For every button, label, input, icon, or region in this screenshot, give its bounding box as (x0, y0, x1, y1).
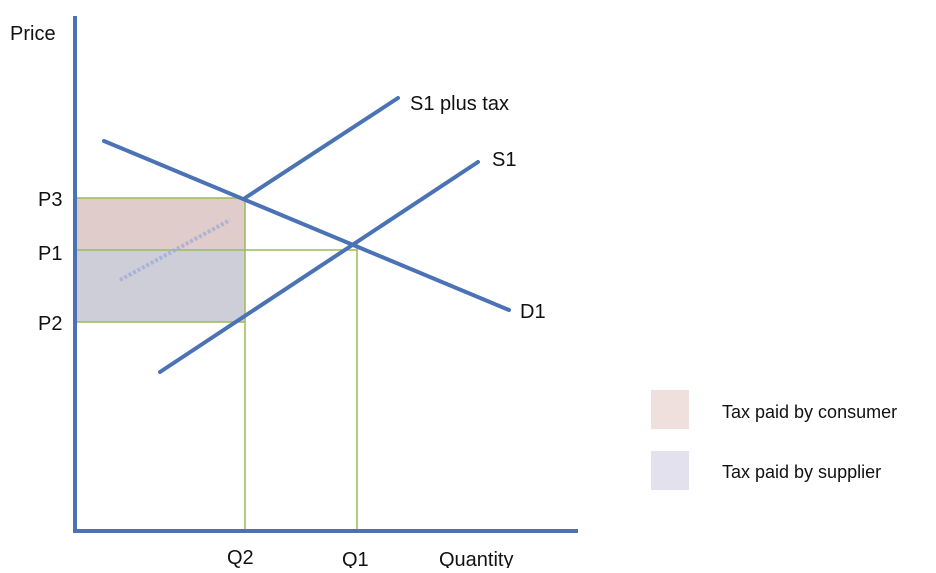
quantity-tick-q2: Q2 (227, 547, 254, 568)
y-axis-label: Price (10, 23, 56, 45)
price-tick-p2: P2 (38, 313, 62, 335)
legend-label-supplier: Tax paid by supplier (722, 462, 881, 482)
price-tick-p3: P3 (38, 189, 62, 211)
legend-label-consumer: Tax paid by consumer (722, 402, 897, 422)
price-tick-p1: P1 (38, 243, 62, 265)
supply-extension-dashed (119, 218, 231, 282)
supply-plus-tax-curve (243, 96, 400, 200)
supply-plus-tax-label: S1 plus tax (410, 93, 509, 115)
supply-curve-s1 (158, 160, 480, 374)
quantity-tick-q1: Q1 (342, 549, 369, 568)
demand-curve-d1 (102, 139, 511, 312)
consumer-tax-area (77, 198, 245, 250)
x-axis-label: Quantity (439, 549, 513, 568)
demand-d1-label: D1 (520, 301, 546, 323)
supplier-tax-area (77, 250, 245, 322)
legend: Tax paid by consumer Tax paid by supplie… (651, 390, 897, 490)
legend-swatch-consumer (651, 390, 689, 429)
supply-s1-label: S1 (492, 149, 516, 171)
legend-swatch-supplier (651, 451, 689, 490)
